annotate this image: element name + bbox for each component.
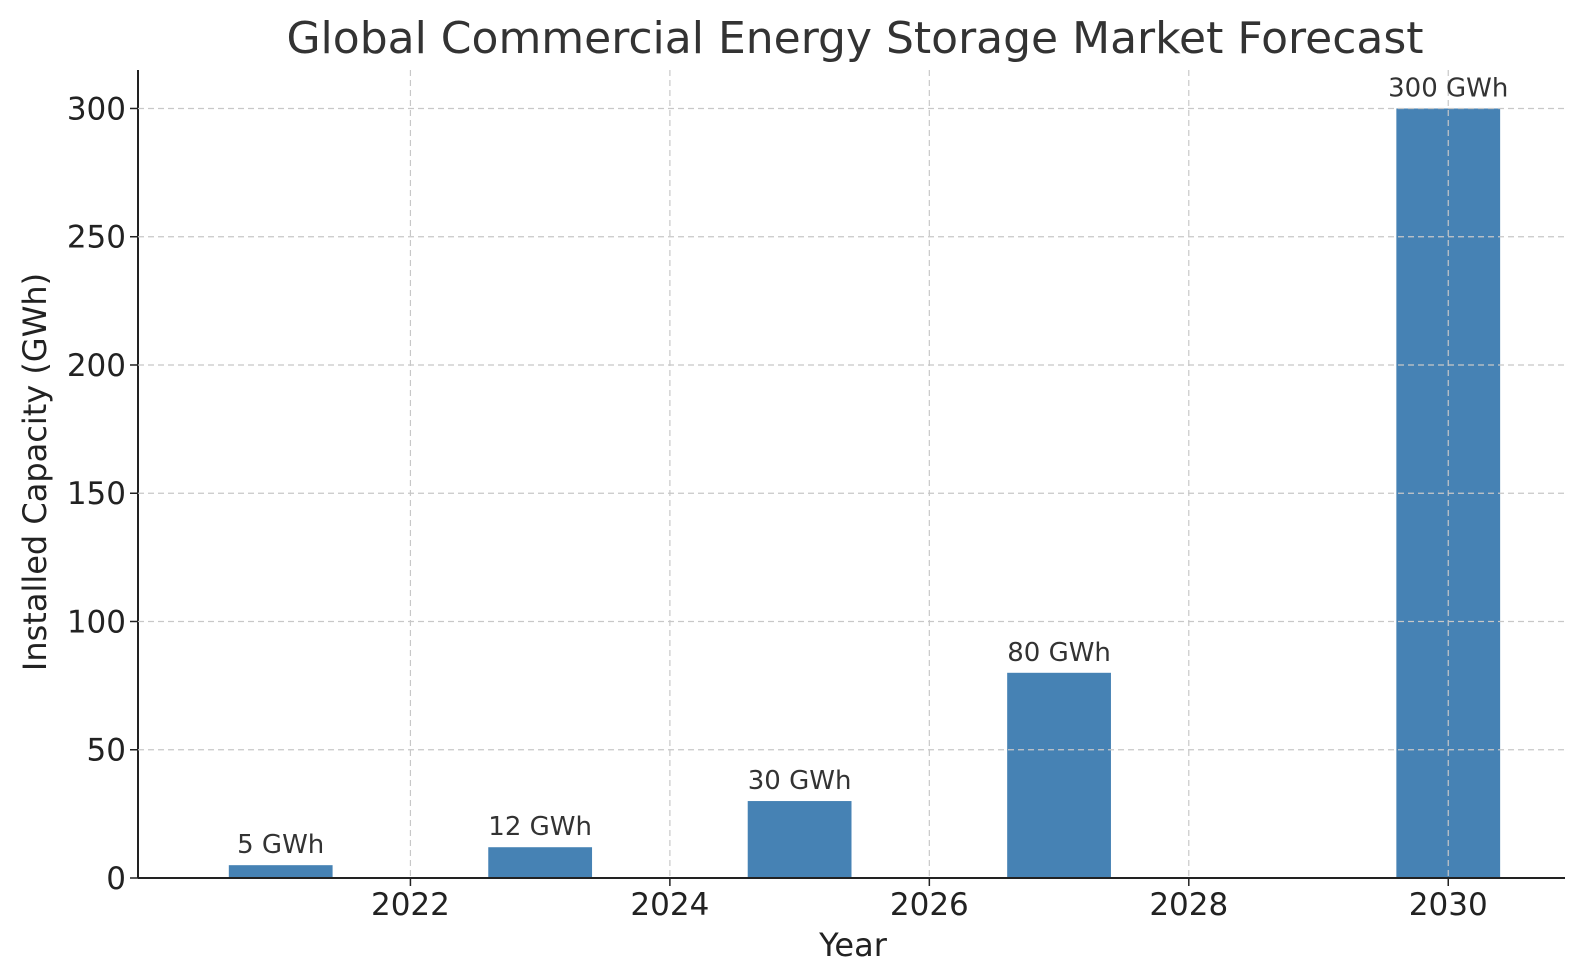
bar-2027 [1007,672,1111,878]
y-tick-label-300: 300 [67,91,126,127]
data-label-2023: 12 GWh [488,812,592,842]
bar-2021 [228,865,333,878]
tick-labels: 0 50 100 150 200 250 300 2022 2024 2026 2028 2030 [67,91,1488,923]
x-tick-label-2026: 2026 [890,887,969,923]
x-tick-label-2028: 2028 [1149,887,1228,923]
bar-2023 [488,847,593,878]
x-tick-label-2030: 2030 [1409,887,1488,923]
y-tick-label-100: 100 [67,604,126,640]
data-label-2021: 5 GWh [237,830,324,860]
chart-title: Global Commercial Energy Storage Market … [286,13,1423,64]
y-tick-label-250: 250 [67,220,126,256]
y-tick-label-0: 0 [106,861,126,897]
data-label-2030: 300 GWh [1388,73,1508,103]
bar-2025 [747,801,852,878]
data-label-2025: 30 GWh [748,766,852,796]
x-tick-label-2022: 2022 [371,887,450,923]
grid-lines [138,70,1565,878]
y-axis-title: Installed Capacity (GWh) [16,273,54,671]
y-tick-label-50: 50 [87,733,126,769]
axes [137,70,1565,879]
x-tick-label-2024: 2024 [630,887,709,923]
y-tick-label-150: 150 [67,476,126,512]
data-label-2027: 80 GWh [1007,638,1111,668]
data-labels: 5 GWh 12 GWh 30 GWh 80 GWh 300 GWh [237,73,1508,860]
y-tick-label-200: 200 [67,348,126,384]
x-axis-title: Year [818,926,888,964]
